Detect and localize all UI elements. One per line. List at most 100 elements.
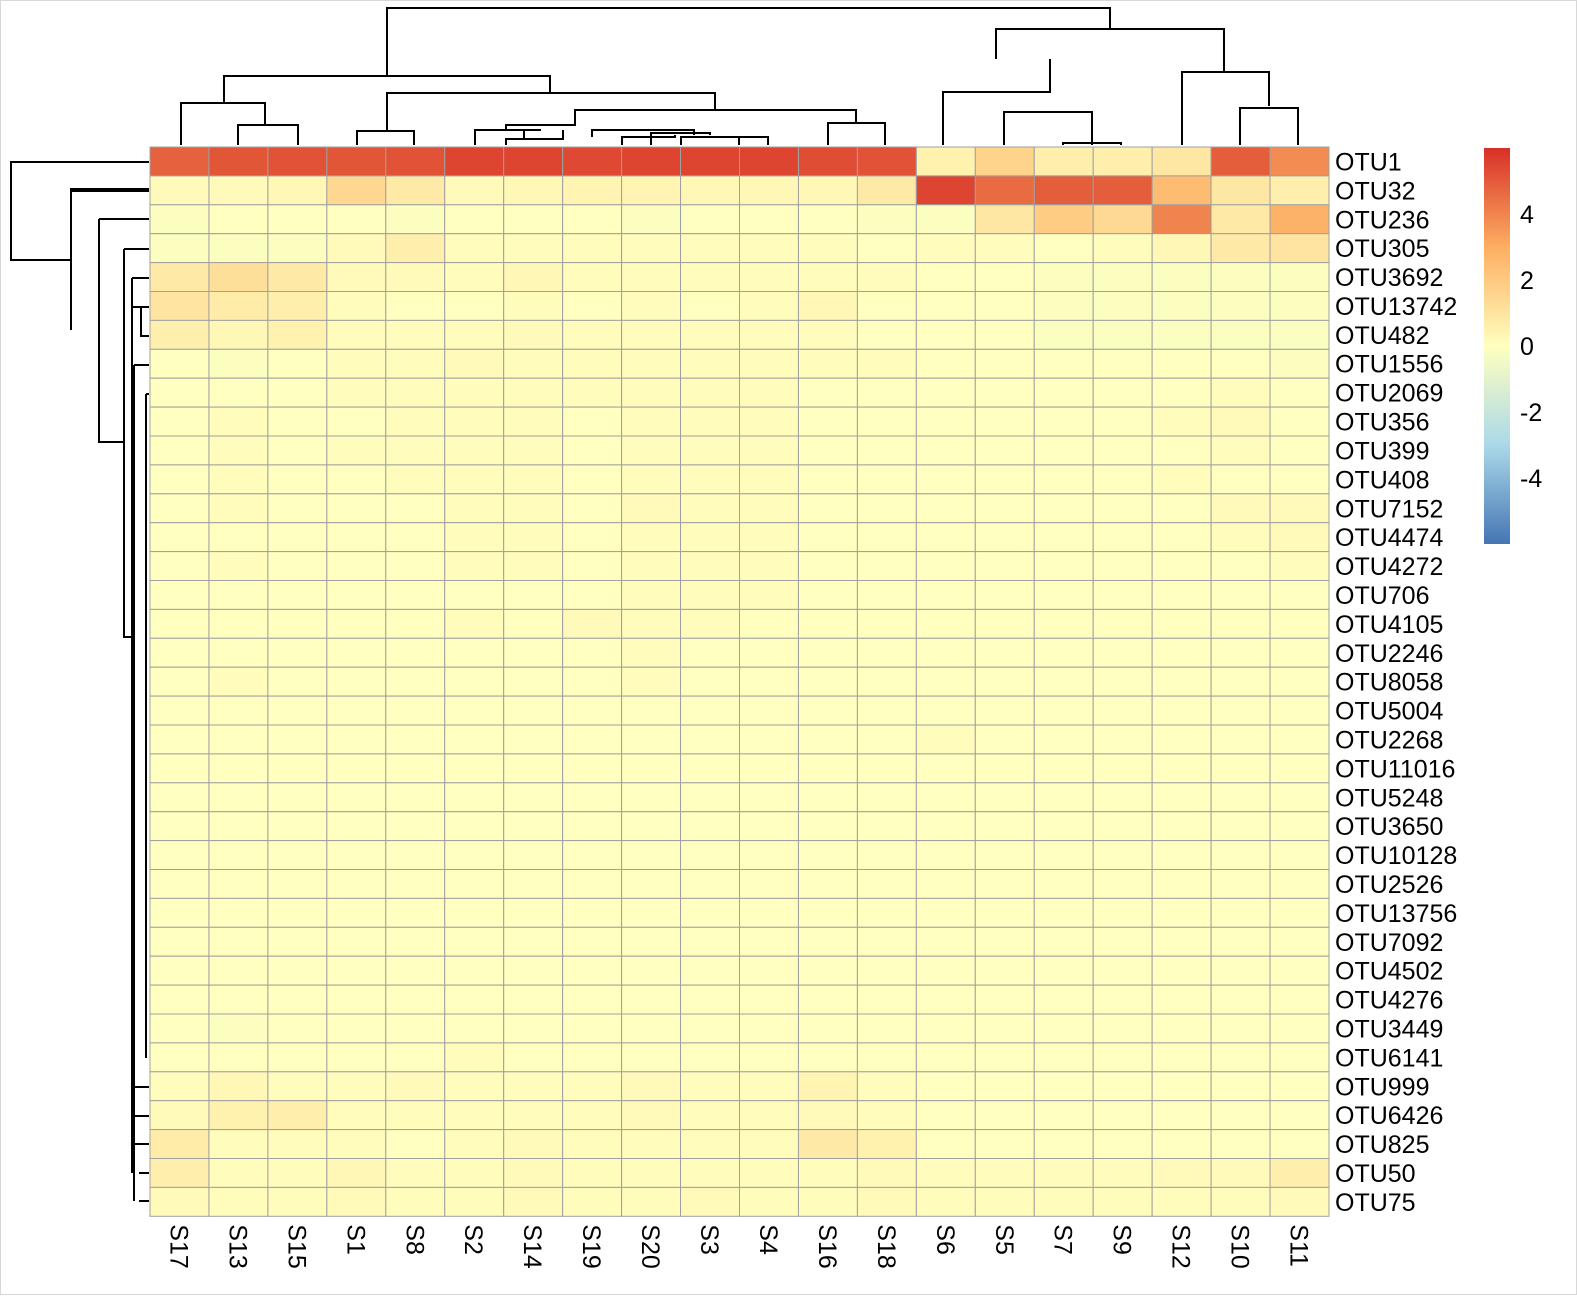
heatmap-cell [856,551,917,581]
legend-tick-label: 4 [1520,201,1534,229]
heatmap-cell [856,695,917,726]
heatmap-cell [856,608,917,639]
heatmap-cell [915,1013,976,1044]
heatmap-cell [915,869,976,899]
heatmap-cell [621,580,682,610]
heatmap-cell [385,1071,446,1102]
heatmap-cell [680,637,740,668]
heatmap-cell [680,435,740,466]
heatmap-cell [1269,1042,1330,1073]
heatmap-cell [326,1129,387,1159]
heatmap-cell [739,926,799,957]
heatmap-cell [739,782,799,813]
heatmap-cell [267,406,328,437]
heatmap-cell [1210,580,1271,610]
heatmap-cell [915,580,976,610]
heatmap-cell [208,666,269,697]
heatmap-cell [1151,580,1212,610]
heatmap-cell [503,291,564,321]
heatmap-cell [915,522,976,553]
heatmap-cell [856,1158,917,1188]
heatmap-cell [1151,233,1212,264]
heatmap-cell [385,1158,446,1188]
heatmap-cell [149,955,210,986]
heatmap-cell [1269,1129,1330,1159]
heatmap-cell [1269,782,1330,813]
heatmap-cell [1092,753,1153,784]
heatmap-cell [797,493,858,524]
heatmap-cell [856,637,917,668]
heatmap-cell [1092,406,1153,437]
heatmap-cell [1092,869,1153,899]
heatmap-cell [1092,955,1153,986]
heatmap-cell [974,262,1035,293]
heatmap-cell [503,464,564,495]
heatmap-cell [385,695,446,726]
row-label: OTU4105 [1335,611,1443,639]
heatmap-cell [797,551,858,581]
heatmap-cell [621,955,682,986]
heatmap-cell [797,406,858,437]
heatmap-cell [326,551,387,581]
heatmap-cell [1092,608,1153,639]
heatmap-cell [562,840,623,870]
row-label: OTU32 [1335,177,1416,205]
heatmap-cell [1269,1071,1330,1102]
heatmap-cell [974,637,1035,668]
heatmap-cell [1033,551,1094,581]
heatmap-cell [739,522,799,553]
heatmap-cell [680,1100,740,1131]
heatmap-cell [1151,869,1212,899]
heatmap-cell [208,319,269,350]
heatmap-cell [208,926,269,957]
heatmap-cell [797,1158,858,1188]
heatmap-cell [1033,666,1094,697]
heatmap-cell [503,406,564,437]
heatmap-cell [208,782,269,813]
heatmap-cell [1151,1129,1212,1159]
row-label: OTU706 [1335,582,1429,610]
heatmap-cell [503,204,564,235]
heatmap-cell [680,724,740,755]
heatmap-cell [1151,291,1212,321]
heatmap-cell [385,204,446,235]
heatmap-cell [444,811,505,842]
heatmap-cell [385,753,446,784]
heatmap-cell [1210,637,1271,668]
heatmap-cell [385,897,446,928]
heatmap-cell [974,406,1035,437]
heatmap-cell [680,204,740,235]
heatmap-cell [621,233,682,264]
heatmap-cell [208,840,269,870]
heatmap-cell [1210,348,1271,379]
heatmap-cell [267,319,328,350]
heatmap-cell [856,811,917,842]
heatmap-cell [797,1129,858,1159]
heatmap-cell [1269,464,1330,495]
heatmap-cell [149,464,210,495]
heatmap-cell [1092,551,1153,581]
heatmap-cell [208,1158,269,1188]
heatmap-cell [267,522,328,553]
heatmap-cell [444,1042,505,1073]
heatmap-cell [444,1129,505,1159]
heatmap-cell [149,291,210,321]
heatmap-cell [149,637,210,668]
heatmap-cell [1210,1071,1271,1102]
heatmap-cell [503,984,564,1015]
heatmap-cell [1092,262,1153,293]
heatmap-cell [856,146,917,177]
heatmap-cell [385,262,446,293]
heatmap-cell [1151,955,1212,986]
heatmap-cell [1269,869,1330,899]
heatmap-cell [562,955,623,986]
heatmap-cell [149,869,210,899]
heatmap-cell [1210,464,1271,495]
heatmap-cell [444,1100,505,1131]
heatmap-cell [385,435,446,466]
heatmap-cell [1151,348,1212,379]
heatmap-cell [856,377,917,408]
heatmap-cell [1033,146,1094,177]
heatmap-cell [621,204,682,235]
